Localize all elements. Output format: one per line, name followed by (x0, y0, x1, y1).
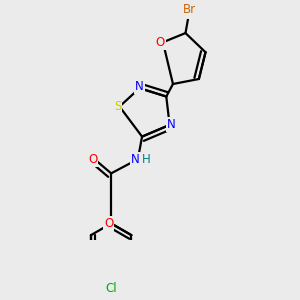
Text: Br: Br (183, 3, 196, 16)
Text: O: O (104, 217, 113, 230)
Text: N: N (167, 118, 176, 131)
Text: O: O (88, 153, 98, 166)
Text: H: H (142, 153, 151, 166)
Text: Cl: Cl (105, 282, 117, 295)
Text: S: S (114, 100, 122, 113)
Text: N: N (135, 80, 144, 93)
Text: O: O (156, 36, 165, 49)
Text: N: N (131, 153, 140, 166)
